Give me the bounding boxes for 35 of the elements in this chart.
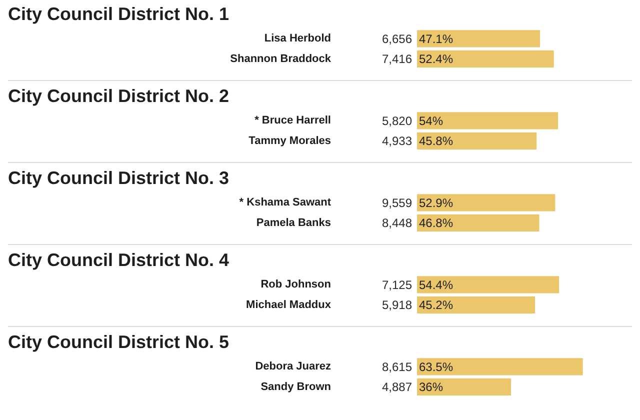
data-label: 63.5% xyxy=(419,360,454,374)
y-tick-label: Lisa Herbold xyxy=(264,32,331,45)
data-label: 54% xyxy=(419,114,444,128)
text: City Council District No. 3 xyxy=(8,168,230,188)
y-tick-label: Pamela Banks xyxy=(256,216,331,229)
text: 6,656 xyxy=(382,32,412,46)
y-tick-label: Rob Johnson xyxy=(260,278,332,291)
data-label: 47.1% xyxy=(419,32,454,46)
y-tick-label: * Kshama Sawant xyxy=(239,196,332,209)
text: 7,125 xyxy=(382,278,412,292)
text: 8,448 xyxy=(382,216,412,230)
data-label: 46.8% xyxy=(419,216,454,230)
text: 4,887 xyxy=(382,380,412,394)
y-tick-label: Shannon Braddock xyxy=(230,52,332,65)
data-label: 45.2% xyxy=(419,298,454,312)
text: 5,918 xyxy=(382,298,412,312)
text: 4,933 xyxy=(382,134,412,148)
text: 9,559 xyxy=(382,196,412,210)
y-tick-label: Michael Maddux xyxy=(246,298,332,311)
text: 8,615 xyxy=(382,360,412,374)
y-tick-label: * Bruce Harrell xyxy=(254,114,331,127)
data-label: 36% xyxy=(419,380,444,394)
y-tick-label: Tammy Morales xyxy=(248,134,331,147)
text: 7,416 xyxy=(382,52,412,66)
data-label: 54.4% xyxy=(419,278,454,292)
y-tick-label: Debora Juarez xyxy=(255,360,332,373)
y-tick-label: Sandy Brown xyxy=(260,380,332,393)
text: City Council District No. 5 xyxy=(8,332,230,352)
text: City Council District No. 1 xyxy=(8,4,230,24)
text: City Council District No. 2 xyxy=(8,86,230,106)
data-label: 52.4% xyxy=(419,52,454,66)
text: City Council District No. 4 xyxy=(8,250,230,270)
text: 5,820 xyxy=(382,114,412,128)
data-label: 52.9% xyxy=(419,196,454,210)
data-label: 45.8% xyxy=(419,134,454,148)
